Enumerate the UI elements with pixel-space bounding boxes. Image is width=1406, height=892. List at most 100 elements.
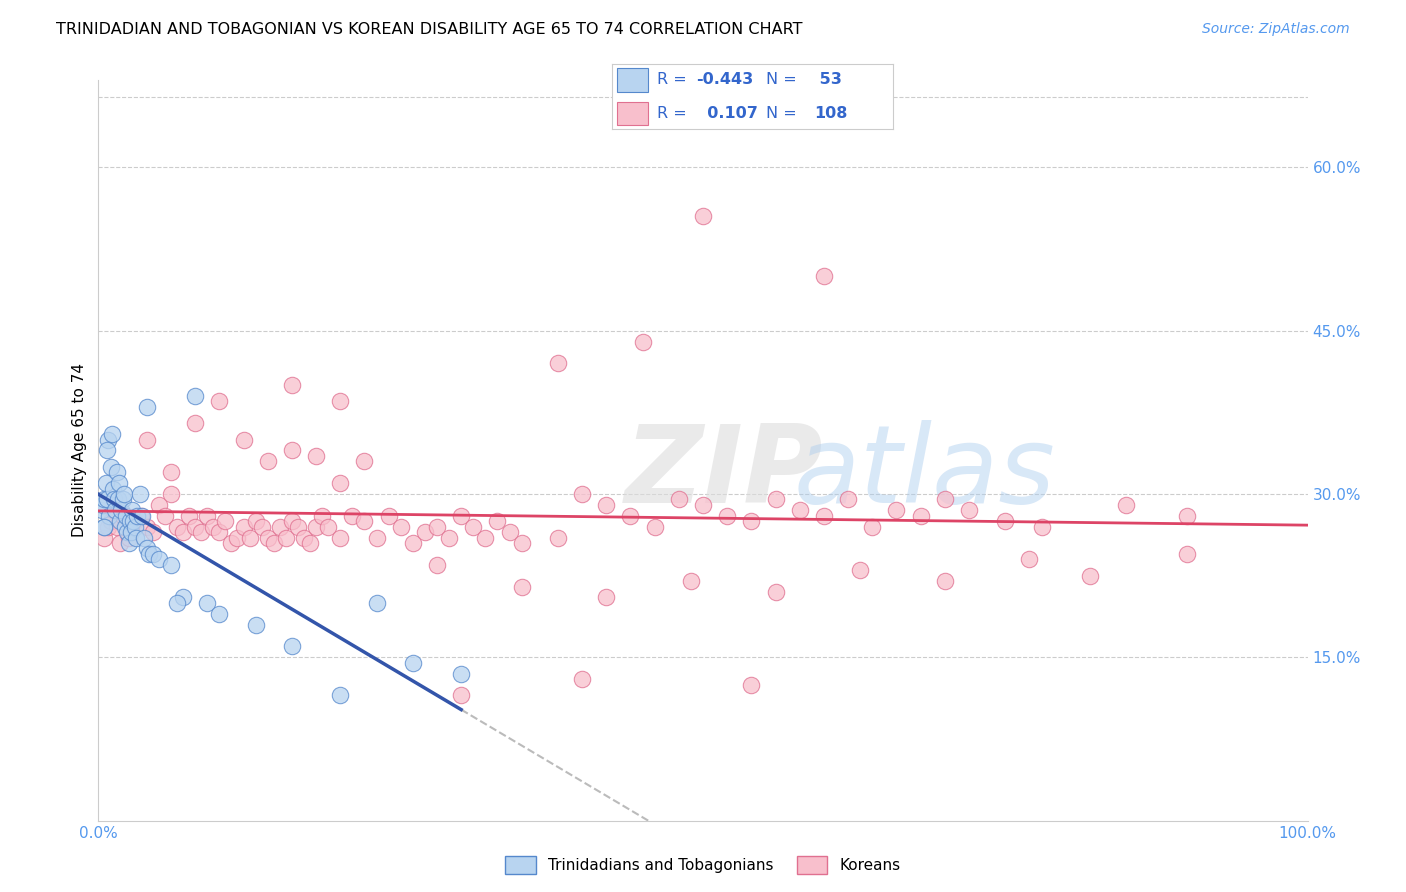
Point <box>437 531 460 545</box>
Point <box>256 531 278 545</box>
Point <box>93 519 115 533</box>
Point <box>692 210 714 224</box>
Point <box>142 547 165 561</box>
Point <box>547 531 569 545</box>
Point <box>510 580 533 594</box>
Point <box>402 656 425 670</box>
Point <box>96 443 118 458</box>
Text: R =: R = <box>657 105 686 120</box>
Point <box>1175 547 1198 561</box>
Point <box>190 525 212 540</box>
Point <box>450 508 472 523</box>
Point <box>125 531 148 545</box>
Point <box>93 531 115 545</box>
Point <box>108 536 131 550</box>
Point <box>239 531 262 545</box>
Point <box>329 394 352 409</box>
Point <box>100 459 122 474</box>
Point <box>740 514 762 528</box>
Point <box>510 536 533 550</box>
Point <box>153 508 176 523</box>
Point <box>135 519 157 533</box>
Point <box>486 514 509 528</box>
Point <box>214 514 236 528</box>
Point <box>311 508 333 523</box>
Point <box>184 519 207 533</box>
Point <box>329 689 352 703</box>
Point <box>269 519 291 533</box>
Point <box>256 454 278 468</box>
Point <box>498 525 520 540</box>
Point <box>111 508 134 523</box>
Point <box>463 519 485 533</box>
Point <box>94 476 117 491</box>
Point <box>134 531 156 545</box>
Text: -0.443: -0.443 <box>696 72 754 87</box>
Point <box>166 519 188 533</box>
Point <box>127 508 149 523</box>
Text: R =: R = <box>657 72 686 87</box>
Point <box>957 503 980 517</box>
Point <box>129 508 152 523</box>
Point <box>366 596 388 610</box>
Point <box>115 508 138 523</box>
Point <box>299 536 322 550</box>
Point <box>105 465 128 479</box>
Point <box>245 514 267 528</box>
Point <box>316 519 339 533</box>
Point <box>118 536 141 550</box>
Point <box>305 449 328 463</box>
Point <box>97 519 120 533</box>
Point <box>668 492 690 507</box>
Point <box>103 492 125 507</box>
Point <box>329 531 352 545</box>
Point <box>353 454 375 468</box>
Point <box>571 487 593 501</box>
Point <box>226 531 249 545</box>
Point <box>101 503 124 517</box>
Point <box>184 416 207 430</box>
Point <box>208 607 231 621</box>
Point <box>474 531 496 545</box>
Point <box>135 541 157 556</box>
Text: atlas: atlas <box>793 420 1056 525</box>
Point <box>644 519 666 533</box>
Point <box>377 508 399 523</box>
Point <box>232 519 254 533</box>
Point <box>118 514 141 528</box>
Point <box>934 574 956 588</box>
Point <box>837 492 859 507</box>
Point <box>281 640 304 654</box>
Point <box>121 503 143 517</box>
FancyBboxPatch shape <box>617 69 648 92</box>
Point <box>292 531 315 545</box>
Point <box>716 508 738 523</box>
Point <box>679 574 702 588</box>
Point <box>98 508 121 523</box>
Point <box>202 519 225 533</box>
Point <box>413 525 436 540</box>
Point <box>595 591 617 605</box>
Point <box>172 525 194 540</box>
Point <box>179 508 201 523</box>
Point <box>208 394 231 409</box>
Point <box>110 503 132 517</box>
Point <box>994 514 1017 528</box>
Point <box>245 617 267 632</box>
Point <box>789 503 811 517</box>
Point <box>122 514 145 528</box>
Point <box>250 519 273 533</box>
Point <box>148 498 170 512</box>
Point <box>93 492 115 507</box>
Point <box>571 672 593 686</box>
Point <box>1115 498 1137 512</box>
Point <box>111 492 134 507</box>
Point <box>142 525 165 540</box>
Point <box>108 476 131 491</box>
FancyBboxPatch shape <box>617 102 648 125</box>
Point <box>138 547 160 561</box>
Point <box>135 433 157 447</box>
Point <box>112 487 135 501</box>
Point <box>172 591 194 605</box>
Point <box>131 508 153 523</box>
